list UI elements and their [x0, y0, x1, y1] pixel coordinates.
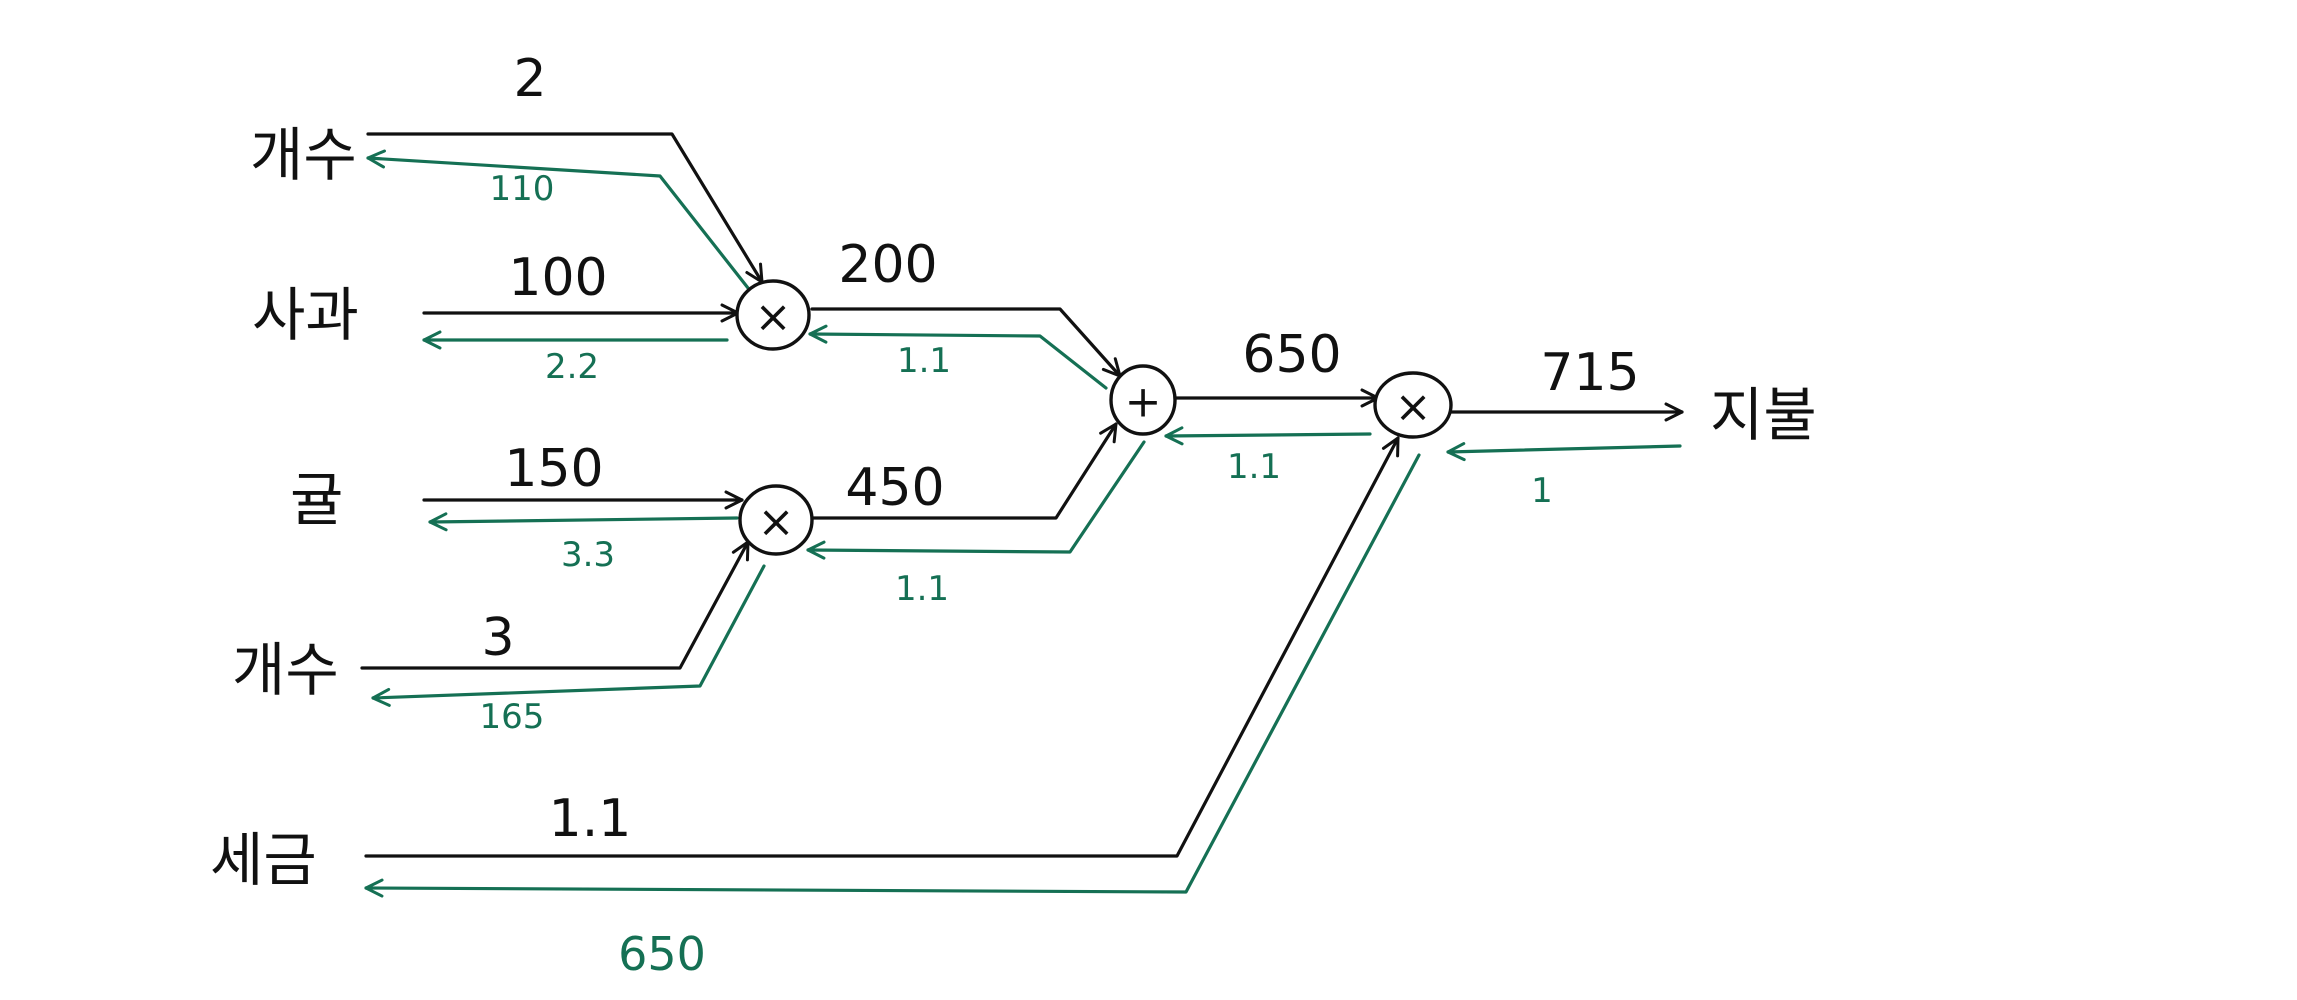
backward-value-orange-total: 1.1 — [895, 569, 949, 609]
multiply-node-orange: × — [738, 484, 814, 556]
label-apple-count: 개수 — [250, 121, 357, 189]
multiply-node-apple: × — [735, 279, 811, 351]
forward-value-orange-count: 3 — [481, 608, 514, 668]
label-pay: 지불 — [1710, 381, 1817, 449]
forward-edge-apple-total — [810, 307, 1122, 378]
multiply-op-label: × — [758, 497, 795, 548]
add-op-label: + — [1125, 377, 1162, 428]
forward-edge-apple-count — [366, 132, 764, 284]
backward-edge-apple-total — [808, 324, 1108, 390]
multiply-op-label: × — [1395, 382, 1432, 433]
backward-value-apple-count: 110 — [490, 169, 555, 209]
forward-edge-orange-count — [360, 540, 750, 670]
backward-edge-pay — [1446, 442, 1682, 462]
backward-value-orange: 3.3 — [561, 535, 615, 575]
backward-value-sum: 1.1 — [1227, 447, 1281, 487]
forward-value-tax: 1.1 — [549, 789, 632, 849]
backward-value-pay: 1 — [1531, 471, 1553, 511]
backward-edge-orange — [428, 512, 739, 532]
forward-edge-orange-total — [810, 422, 1118, 520]
backward-value-tax: 650 — [618, 927, 706, 981]
backward-edge-orange-count — [371, 564, 766, 707]
backward-edge-sum — [1164, 426, 1372, 446]
label-orange-count: 개수 — [232, 636, 339, 704]
backward-edge-tax — [364, 453, 1421, 898]
forward-value-apple-total: 200 — [838, 235, 937, 295]
backward-value-apple-total: 1.1 — [897, 341, 951, 381]
backward-edge-apple-count — [366, 149, 750, 290]
forward-value-orange-total: 450 — [845, 458, 944, 518]
forward-value-apple-count: 2 — [513, 49, 546, 109]
label-orange: 귤 — [290, 466, 343, 534]
forward-edge-tax — [364, 436, 1400, 858]
forward-value-pay: 715 — [1540, 343, 1639, 403]
backward-value-apple: 2.2 — [545, 347, 599, 387]
multiply-op-label: × — [755, 292, 792, 343]
multiply-node-tax: × — [1373, 371, 1453, 439]
label-tax: 세금 — [210, 826, 317, 894]
label-apple: 사과 — [252, 281, 359, 349]
forward-value-sum: 650 — [1242, 325, 1341, 385]
backward-edge-orange-total — [806, 440, 1146, 560]
add-node: + — [1109, 364, 1177, 436]
forward-value-orange: 150 — [504, 439, 603, 499]
backward-value-orange-count: 165 — [480, 697, 545, 737]
forward-value-apple: 100 — [508, 248, 607, 308]
